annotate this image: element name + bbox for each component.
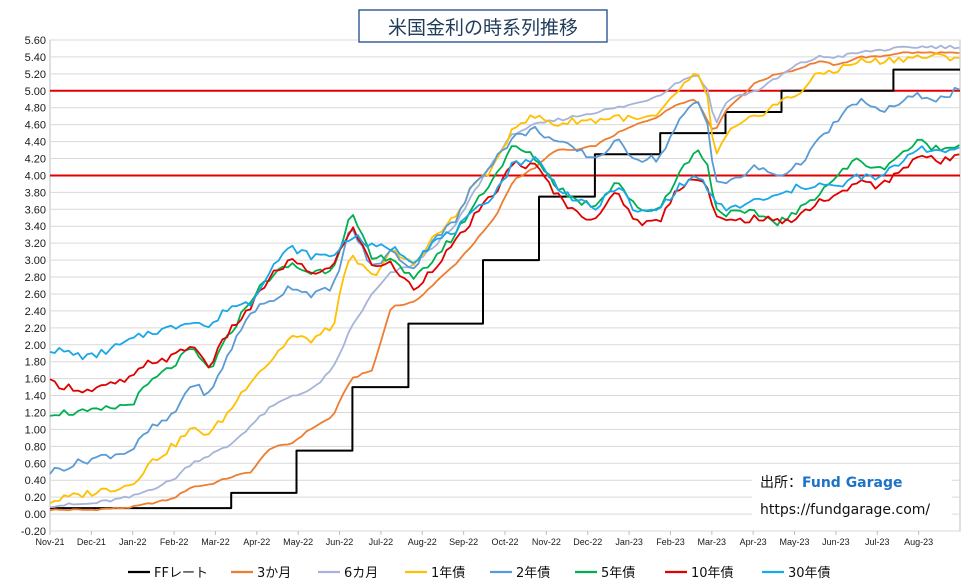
y-tick-label: 4.20	[25, 154, 46, 166]
y-tick-label: 5.20	[25, 69, 46, 81]
source-annotation: 出所：Fund Garage https://fundgarage.com/	[752, 466, 952, 524]
chart-title: 米国金利の時系列推移	[388, 17, 578, 39]
chart-title-frame	[358, 9, 608, 43]
legend-label: FFレート	[154, 566, 208, 581]
y-tick-label: 1.20	[25, 407, 46, 419]
source-line: 出所：Fund Garage	[760, 475, 903, 491]
y-tick-label: -0.20	[21, 526, 46, 538]
y-tick-label: 1.60	[25, 374, 46, 386]
y-tick-label: 3.00	[25, 255, 46, 267]
y-tick-label: 0.40	[25, 475, 46, 487]
y-tick-label: 3.80	[25, 187, 46, 199]
series-line	[49, 44, 960, 509]
y-tick-label: 2.00	[25, 340, 46, 352]
y-tick-label: 1.00	[25, 424, 46, 436]
y-tick-label: 3.60	[25, 204, 46, 216]
chart-title-box: 米国金利の時系列推移	[358, 9, 608, 43]
y-tick-label: 4.80	[25, 103, 46, 115]
legend-label: 10年債	[691, 566, 734, 581]
x-tick-label: Mar-23	[698, 537, 727, 547]
x-tick-label: Jul-22	[369, 537, 394, 547]
x-tick-label: Dec-21	[77, 537, 106, 547]
source-name: Fund Garage	[802, 475, 903, 491]
x-tick-label: Aug-23	[904, 537, 933, 547]
series-line	[49, 53, 960, 504]
y-tick-label: 2.60	[25, 289, 46, 301]
legend: FFレート 3か月 6カ月 1年債 2年債 5年債 10年債 30年債	[128, 566, 831, 581]
x-tick-label: Feb-23	[656, 537, 685, 547]
legend-label: 30年債	[788, 566, 831, 581]
x-tick-label: Nov-21	[35, 537, 64, 547]
source-backdrop	[752, 466, 952, 524]
legend-label: 6カ月	[344, 566, 378, 581]
x-tick-label: Jan-23	[615, 537, 643, 547]
source-label: 出所：	[760, 475, 802, 491]
x-tick-label: Jul-23	[865, 537, 890, 547]
legend-label: 3か月	[257, 566, 291, 581]
y-tick-label: 4.40	[25, 137, 46, 149]
x-tick-label: Jun-23	[822, 537, 850, 547]
x-tick-label: Apr-22	[243, 537, 270, 547]
x-tick-label: Dec-22	[573, 537, 602, 547]
x-tick-label: Oct-22	[491, 537, 518, 547]
series-line	[49, 138, 960, 417]
x-tick-label: Mar-22	[201, 537, 230, 547]
series-line	[50, 68, 960, 510]
x-tick-label: Apr-23	[740, 537, 767, 547]
legend-label: 1年債	[431, 566, 465, 581]
axis-layer: 5.60 5.40 5.20 5.00 4.80 4.60 4.40 4.20 4.00 3.80…	[21, 35, 933, 547]
y-tick-label: 2.80	[25, 272, 46, 284]
y-tick-label: 0.20	[25, 492, 46, 504]
x-tick-label: May-23	[780, 537, 810, 547]
y-tick-label: 5.40	[25, 52, 46, 64]
y-tick-label: 3.40	[25, 221, 46, 233]
y-tick-label: 3.20	[25, 238, 46, 250]
x-tick-label: Jan-22	[119, 537, 147, 547]
y-tick-label: 1.80	[25, 357, 46, 369]
y-tick-label: 0.00	[25, 509, 46, 521]
y-tick-label: 0.80	[25, 441, 46, 453]
x-tick-label: Aug-22	[408, 537, 437, 547]
series-layer	[49, 44, 960, 512]
legend-label: 2年債	[516, 566, 550, 581]
series-line	[49, 145, 960, 361]
y-tick-label: 4.00	[25, 170, 46, 182]
source-url: https://fundgarage.com/	[760, 502, 930, 518]
y-tick-label: 2.40	[25, 306, 46, 318]
grid-layer	[49, 39, 961, 532]
y-tick-label: 0.60	[25, 458, 46, 470]
y-tick-label: 4.60	[25, 120, 46, 132]
x-tick-label: Jun-22	[326, 537, 354, 547]
y-tick-label: 2.20	[25, 323, 46, 335]
series-line	[49, 153, 960, 394]
plot-area-frame	[49, 39, 961, 532]
series-line	[49, 86, 960, 475]
y-tick-label: 5.00	[25, 86, 46, 98]
y-tick-label: 5.60	[25, 35, 46, 47]
x-tick-label: May-22	[283, 537, 313, 547]
y-tick-label: 1.40	[25, 391, 46, 403]
series-line	[49, 51, 960, 512]
x-tick-label: Sep-22	[449, 537, 478, 547]
legend-label: 5年債	[601, 566, 635, 581]
x-tick-label: Nov-22	[532, 537, 561, 547]
x-tick-label: Feb-22	[160, 537, 189, 547]
